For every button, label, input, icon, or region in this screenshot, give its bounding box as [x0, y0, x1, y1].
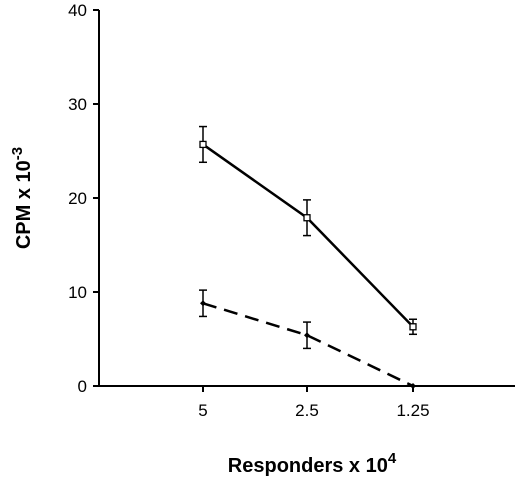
x-axis-title-text: Responders x 10: [228, 455, 388, 477]
data-point: [303, 214, 311, 222]
x-axis-title-sup: 4: [388, 450, 397, 467]
data-point: [409, 323, 417, 331]
data-point: [410, 383, 416, 389]
y-tick-label: 20: [68, 189, 87, 208]
y-tick-label: 10: [68, 283, 87, 302]
y-axis-title-text: CPM x 10: [13, 160, 35, 249]
series-2: [199, 289, 416, 389]
y-tick-label: 40: [68, 1, 87, 20]
x-tick-label: 2.5: [295, 401, 319, 420]
series-layer: [199, 125, 417, 389]
data-point: [304, 332, 310, 339]
y-tick-label: 0: [78, 377, 87, 396]
x-tick-label: 5: [198, 401, 207, 420]
x-tick-label: 1.25: [396, 401, 429, 420]
y-axis-title-sup: -3: [9, 147, 26, 160]
x-axis-title: Responders x 104: [228, 450, 397, 477]
series-line: [202, 302, 414, 388]
data-point: [199, 140, 207, 149]
x-ticks: 5 2.5 1.25: [198, 386, 430, 420]
series-1: [199, 125, 417, 336]
y-axis-title: CPM x 10-3: [9, 147, 35, 249]
y-ticks: 0 10 20 30 40: [68, 1, 99, 396]
y-tick-label: 30: [68, 95, 87, 114]
data-point: [200, 300, 206, 307]
